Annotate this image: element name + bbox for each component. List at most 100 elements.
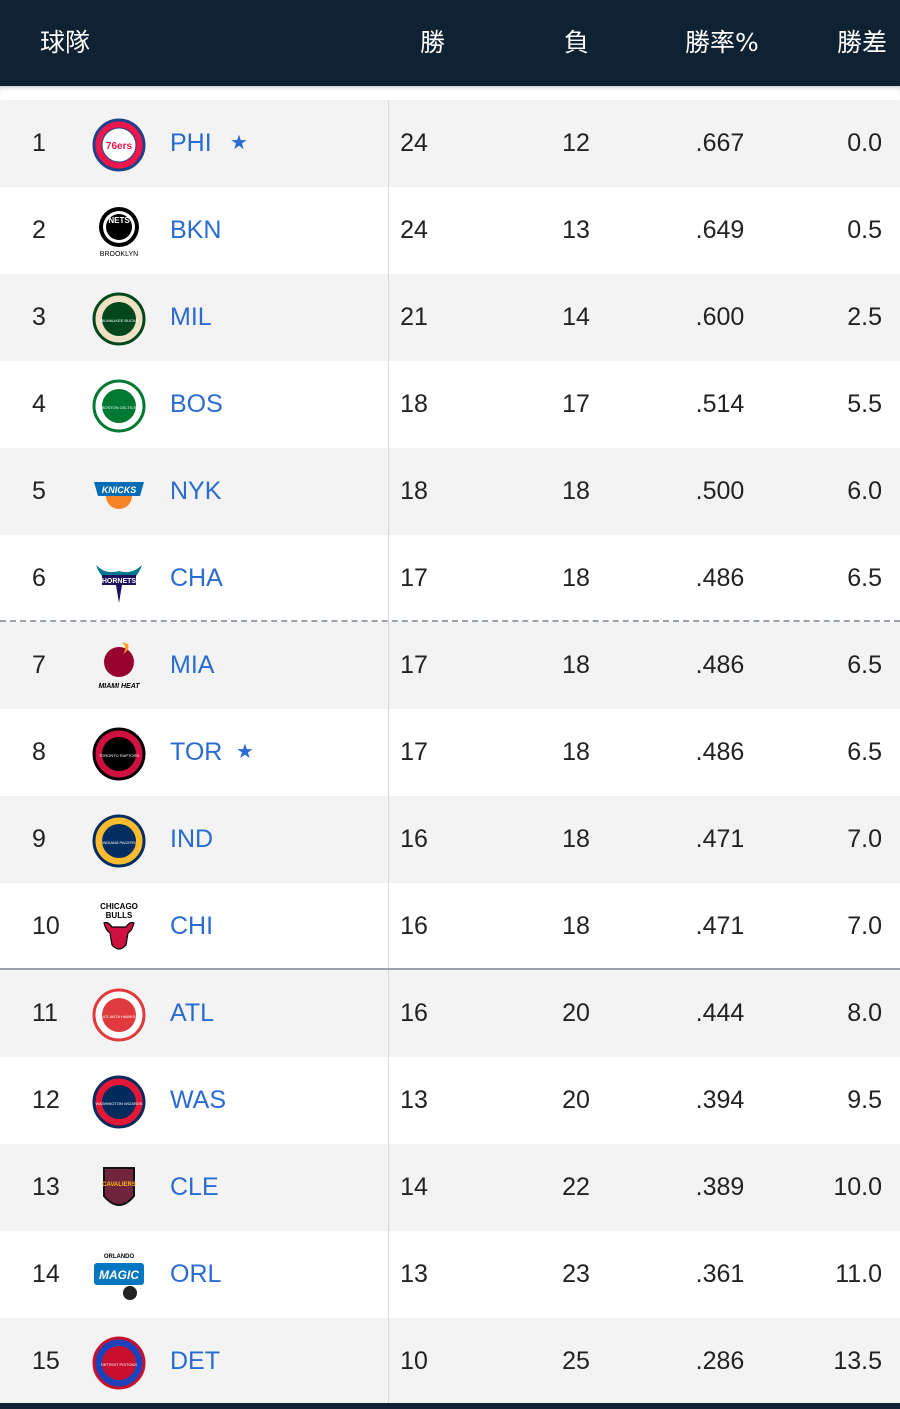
win-pct: .389 [695,1173,745,1201]
win-pct: .444 [695,999,745,1027]
standings-header: 球隊 勝 負 勝率% 勝差 [0,0,900,86]
games-behind: 6.0 [847,477,882,505]
standings-row-phi[interactable]: 1 76ers PHI ★ 24 12 .667 0.0 [0,100,900,187]
header-team[interactable]: 球隊 [40,28,91,57]
team-abbreviation[interactable]: ATL [170,999,214,1027]
header-win-pct[interactable]: 勝率% [685,28,759,57]
rank: 8 [32,738,46,766]
losses: 20 [562,1086,590,1114]
standings-row-bos[interactable]: 4 BOSTON CELTICS BOS 18 17 .514 5.5 [0,361,900,448]
losses: 17 [562,390,590,418]
rank: 7 [32,651,46,679]
svg-text:DETROIT PISTONS: DETROIT PISTONS [101,1362,137,1367]
team-abbreviation[interactable]: BOS [170,390,223,418]
svg-text:BOSTON CELTICS: BOSTON CELTICS [102,405,137,410]
bottom-bar [0,1403,900,1409]
win-pct: .649 [695,216,745,244]
standings-row-nyk[interactable]: 5 KNICKS NYK 18 18 .500 6.0 [0,448,900,535]
standings-row-chi[interactable]: 10 CHICAGO BULLS CHI 16 18 .471 7.0 [0,883,900,970]
charlotte-hornets-logo[interactable]: HORNETS [92,553,146,607]
header-games-behind[interactable]: 勝差 [837,28,888,57]
standings-row-cha[interactable]: 6 HORNETS CHA 17 18 .486 6.5 [0,535,900,622]
win-pct: .486 [695,564,745,592]
team-abbreviation[interactable]: BKN [170,216,222,244]
win-pct: .600 [695,303,745,331]
standings-row-cle[interactable]: 13 CAVALIERS CLE 14 22 .389 10.0 [0,1144,900,1231]
wins: 16 [400,825,428,853]
washington-wizards-logo[interactable]: WASHINGTON WIZARDS [92,1075,146,1129]
team-abbreviation[interactable]: MIL [170,303,212,331]
rank: 14 [32,1260,60,1288]
standings-row-bkn[interactable]: 2 NETS BROOKLYN BKN 24 13 .649 0.5 [0,187,900,274]
win-pct: .486 [695,738,745,766]
chicago-bulls-logo[interactable]: CHICAGO BULLS [92,901,146,955]
team-abbreviation[interactable]: IND [170,825,214,853]
header-wins[interactable]: 勝 [420,28,446,57]
svg-text:TORONTO RAPTORS: TORONTO RAPTORS [99,753,140,758]
rank: 5 [32,477,46,505]
team-abbreviation[interactable]: PHI [170,129,212,157]
team-abbreviation[interactable]: CLE [170,1173,219,1201]
games-behind: 6.5 [847,564,882,592]
team-abbreviation[interactable]: DET [170,1347,220,1375]
indiana-pacers-logo[interactable]: INDIANA PACERS [92,814,146,868]
playoff-cutoff-line [0,620,900,622]
win-pct: .500 [695,477,745,505]
brooklyn-nets-logo[interactable]: NETS BROOKLYN [92,205,146,259]
atlanta-hawks-logo[interactable]: ATLANTA HAWKS [92,988,146,1042]
win-pct: .361 [695,1260,745,1288]
rank: 9 [32,825,46,853]
games-behind: 7.0 [847,912,882,940]
standings-row-atl[interactable]: 11 ATLANTA HAWKS ATL 16 20 .444 8.0 [0,970,900,1057]
miami-heat-logo[interactable]: MIAMI HEAT [92,640,146,694]
boston-celtics-logo[interactable]: BOSTON CELTICS [92,379,146,433]
losses: 18 [562,738,590,766]
wins: 10 [400,1347,428,1375]
standings-row-det[interactable]: 15 DETROIT PISTONS DET 10 25 .286 13.5 [0,1318,900,1405]
wins: 13 [400,1260,428,1288]
games-behind: 9.5 [847,1086,882,1114]
team-abbreviation[interactable]: TOR [170,738,223,766]
milwaukee-bucks-logo[interactable]: MILWAUKEE BUCKS [92,292,146,346]
team-abbreviation[interactable]: MIA [170,651,215,679]
toronto-raptors-logo[interactable]: TORONTO RAPTORS [92,727,146,781]
play-in-cutoff-line [0,968,900,970]
standings-row-was[interactable]: 12 WASHINGTON WIZARDS WAS 13 20 .394 9.5 [0,1057,900,1144]
losses: 25 [562,1347,590,1375]
team-abbreviation[interactable]: ORL [170,1260,222,1288]
wins: 14 [400,1173,428,1201]
svg-text:ATLANTA HAWKS: ATLANTA HAWKS [103,1014,136,1019]
cleveland-cavaliers-logo[interactable]: CAVALIERS [92,1162,146,1216]
games-behind: 0.0 [847,129,882,157]
losses: 23 [562,1260,590,1288]
standings-row-orl[interactable]: 14 ORLANDO MAGIC ORL 13 23 .361 11.0 [0,1231,900,1318]
losses: 22 [562,1173,590,1201]
losses: 20 [562,999,590,1027]
new-york-knicks-logo[interactable]: KNICKS [92,466,146,520]
standings-row-ind[interactable]: 9 INDIANA PACERS IND 16 18 .471 7.0 [0,796,900,883]
losses: 18 [562,477,590,505]
wins: 18 [400,477,428,505]
team-abbreviation[interactable]: WAS [170,1086,227,1114]
games-behind: 13.5 [833,1347,882,1375]
svg-text:MILWAUKEE BUCKS: MILWAUKEE BUCKS [100,318,139,323]
team-abbreviation[interactable]: CHI [170,912,214,940]
team-abbreviation[interactable]: CHA [170,564,223,592]
wins: 16 [400,912,428,940]
games-behind: 6.5 [847,651,882,679]
rank: 3 [32,303,46,331]
games-behind: 10.0 [833,1173,882,1201]
orlando-magic-logo[interactable]: ORLANDO MAGIC [92,1249,146,1303]
svg-text:WASHINGTON WIZARDS: WASHINGTON WIZARDS [96,1101,143,1106]
philadelphia-76ers-logo[interactable]: 76ers [92,118,146,172]
header-losses[interactable]: 負 [564,28,590,57]
standings-row-tor[interactable]: 8 TORONTO RAPTORS TOR ★ 17 18 .486 6.5 [0,709,900,796]
losses: 18 [562,912,590,940]
detroit-pistons-logo[interactable]: DETROIT PISTONS [92,1336,146,1390]
star-icon: ★ [236,741,254,763]
team-abbreviation[interactable]: NYK [170,477,222,505]
games-behind: 11.0 [835,1260,882,1288]
wins: 18 [400,390,428,418]
standings-row-mil[interactable]: 3 MILWAUKEE BUCKS MIL 21 14 .600 2.5 [0,274,900,361]
standings-row-mia[interactable]: 7 MIAMI HEAT MIA 17 18 .486 6.5 [0,622,900,709]
